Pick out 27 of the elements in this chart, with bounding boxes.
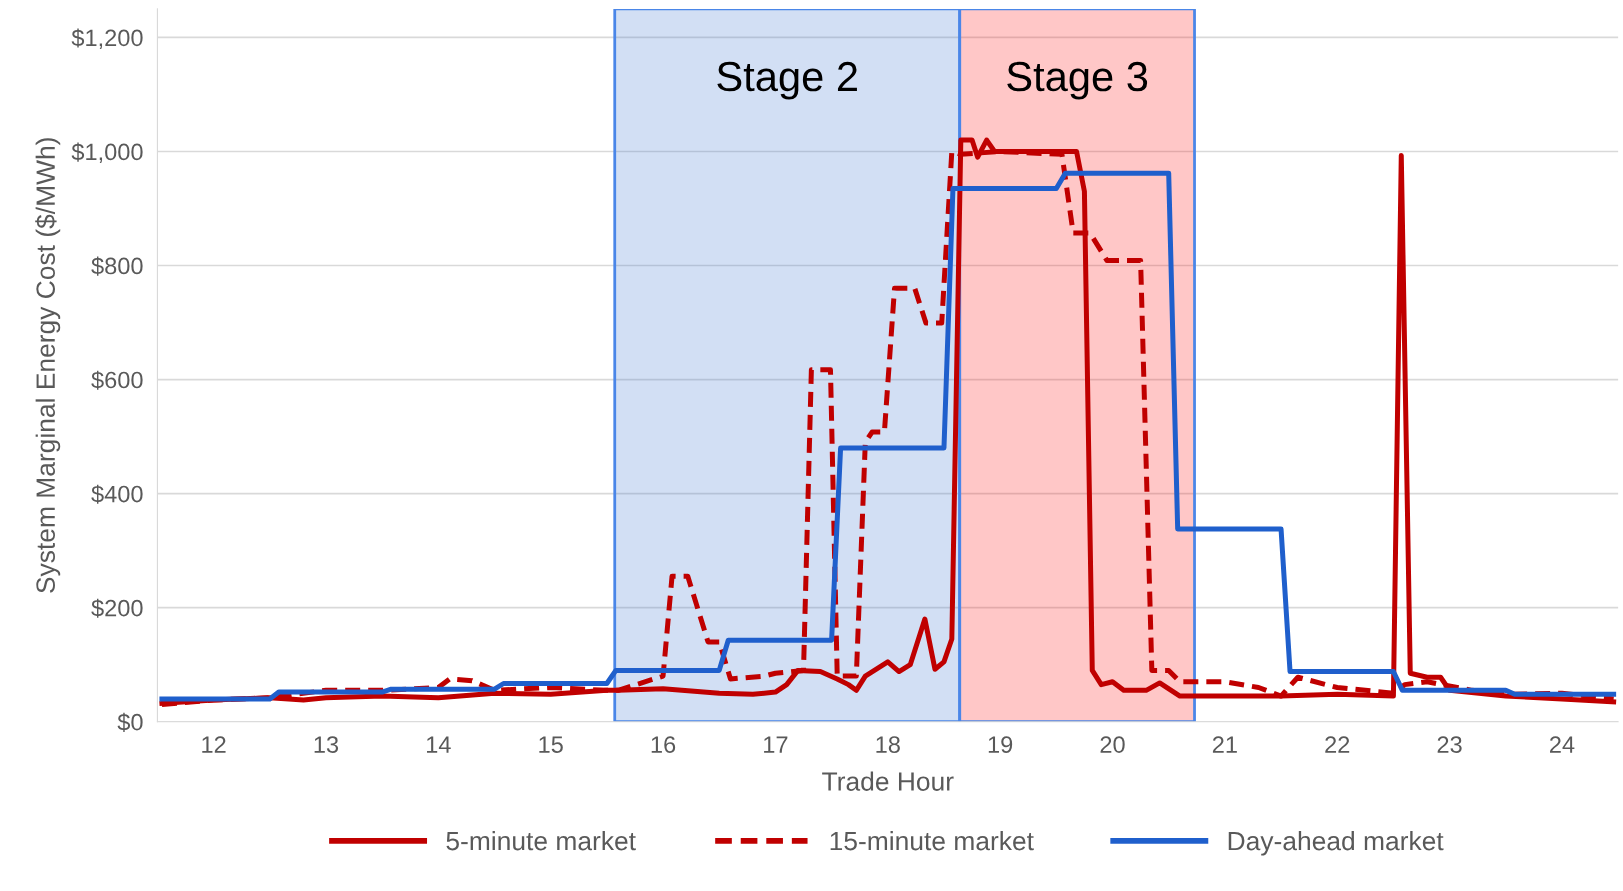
x-tick-label: 15 [539, 736, 563, 753]
x-tick-label: 12 [202, 736, 226, 753]
legend-label: 5-minute market [446, 831, 636, 851]
band-label: Stage 3 [1007, 61, 1148, 100]
x-tick-label: 14 [427, 736, 451, 753]
y-tick-label: $800 [91, 256, 143, 276]
band-label: Stage 2 [717, 61, 857, 100]
x-tick-label: 24 [1550, 736, 1575, 753]
x-tick-label: 21 [1212, 736, 1237, 753]
x-tick-label: 17 [764, 736, 788, 753]
y-tick-label: $200 [91, 598, 143, 618]
y-tick-label: $400 [91, 484, 143, 504]
x-tick-label: 19 [988, 736, 1013, 753]
y-tick-label: $1,000 [71, 142, 143, 164]
x-tick-label: 20 [1100, 736, 1125, 753]
legend-label: Day-ahead market [1228, 831, 1444, 856]
x-tick-label: 16 [651, 736, 676, 753]
y-tick-label: $0 [117, 712, 143, 732]
x-tick-label: 22 [1325, 736, 1350, 753]
y-axis-title: System Marginal Energy Cost ($/MWh) [35, 138, 61, 593]
x-axis-title: Trade Hour [822, 771, 954, 791]
y-tick-label: $600 [91, 370, 143, 390]
x-tick-label: 13 [314, 736, 339, 753]
y-tick-label: $1,200 [71, 28, 143, 49]
x-tick-label: 18 [876, 736, 900, 753]
legend-label: 15-minute market [830, 831, 1034, 851]
x-tick-label: 23 [1437, 736, 1462, 753]
